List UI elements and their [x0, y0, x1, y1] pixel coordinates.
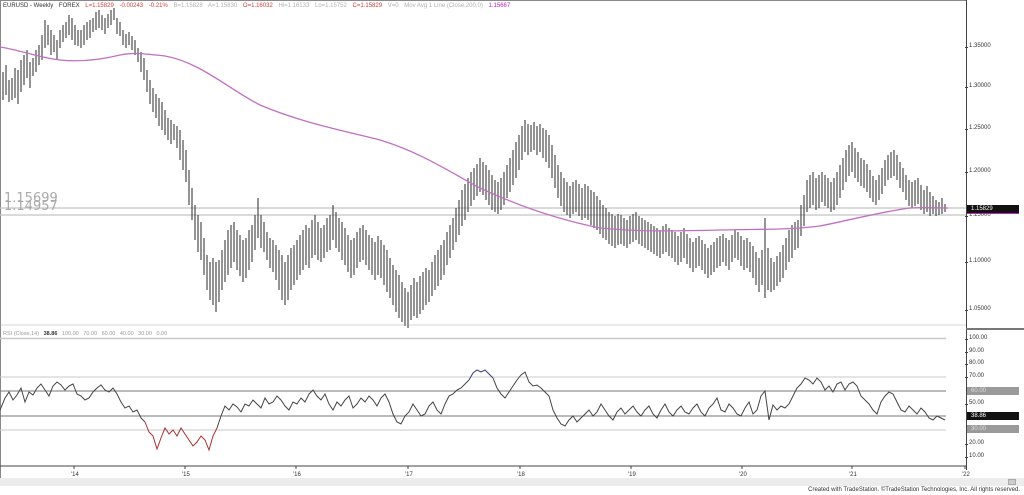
rsi-level-30: 30.00: [138, 331, 152, 337]
price-tick: 1.30000: [965, 83, 991, 89]
close-price: C=1.15829: [352, 3, 383, 9]
time-tick: '21: [849, 472, 857, 478]
symbol-label: EURUSD - Weekly: [3, 3, 54, 9]
pane-divider[interactable]: [966, 328, 1024, 330]
open-price: O=1.16032: [242, 3, 273, 9]
volume: V=0: [387, 3, 399, 9]
rsi-tick: 100.00: [964, 335, 988, 341]
time-tick: '19: [628, 472, 636, 478]
price-bars: [2, 8, 946, 328]
last-price: L=1.15829: [85, 3, 114, 9]
price-tick: 1.20000: [965, 168, 991, 174]
time-tick: '18: [517, 472, 525, 478]
rsi-tick: 20.00: [964, 440, 985, 446]
ma-label: Mov Avg 1 Line (Close,200,0): [404, 3, 483, 9]
price-tick: 1.25000: [965, 125, 991, 131]
rsi-60-tag: 60.00: [967, 387, 1019, 395]
last-price-tag: 1.15829: [967, 205, 1019, 213]
chart-settings-button[interactable]: [1008, 479, 1016, 485]
chart-legend: EURUSD - Weekly FOREX L=1.15829 -0.00243…: [3, 3, 514, 9]
rsi-tick: 10.00: [964, 453, 985, 459]
time-tick: '17: [405, 472, 413, 478]
upper-level-label: 1.15699: [4, 191, 58, 206]
rsi-overbought-segment: [468, 369, 494, 381]
rsi-legend: RSI (Close,14) 38.86 100.00 70.00 60.00 …: [3, 331, 170, 337]
high-price: Hi=1.16133: [278, 3, 310, 9]
rsi-value-tag: 38.86: [967, 412, 1019, 420]
rsi-tick: 90.00: [964, 348, 985, 354]
price-tick: 1.05000: [965, 306, 991, 312]
low-price: Lo=1.15752: [314, 3, 347, 9]
rsi-30-tag: 30.00: [967, 425, 1019, 433]
price-tick: 1.10000: [965, 258, 991, 264]
time-tick: '15: [182, 472, 190, 478]
copyright-credit: Created with TradeStation. ©TradeStation…: [808, 487, 1020, 493]
rsi-level-100: 100.00: [61, 331, 79, 337]
exchange-label: FOREX: [58, 3, 80, 9]
rsi-value: 38.86: [43, 331, 58, 337]
lower-level-label: 1.14957: [4, 199, 58, 214]
time-tick: '22: [962, 472, 970, 478]
price-tick: 1.15000: [965, 212, 991, 218]
time-tick: '14: [71, 472, 79, 478]
rsi-level-0: 0.00: [156, 331, 168, 337]
rsi-level-60: 60.00: [101, 331, 116, 337]
rsi-level-70: 70.00: [83, 331, 98, 337]
time-tick: '20: [739, 472, 747, 478]
rsi-oversold-segment: [144, 421, 218, 452]
rsi-tick: 80.00: [964, 360, 985, 366]
pct-change: -0.21%: [148, 3, 168, 9]
ask-price: A=1.15830: [208, 3, 238, 9]
time-tick: '16: [293, 472, 301, 478]
horizontal-scrollbar[interactable]: [0, 478, 1024, 486]
rsi-levels: [0, 337, 946, 431]
rsi-line: [0, 381, 146, 423]
bid-price: B=1.15828: [173, 3, 203, 9]
rsi-label: RSI (Close,14): [3, 331, 40, 337]
ma-value: 1.15667: [488, 3, 511, 9]
ma-axis-marker: [967, 213, 1019, 214]
moving-average-line: [0, 46, 949, 232]
horizontal-levels: [0, 207, 966, 216]
rsi-tick: 50.00: [964, 400, 985, 406]
rsi-level-40: 40.00: [119, 331, 134, 337]
price-axis[interactable]: [966, 0, 1024, 470]
rsi-tick: 70.00: [964, 373, 985, 379]
net-change: -0.00243: [119, 3, 144, 9]
price-tick: 1.35000: [965, 43, 991, 49]
